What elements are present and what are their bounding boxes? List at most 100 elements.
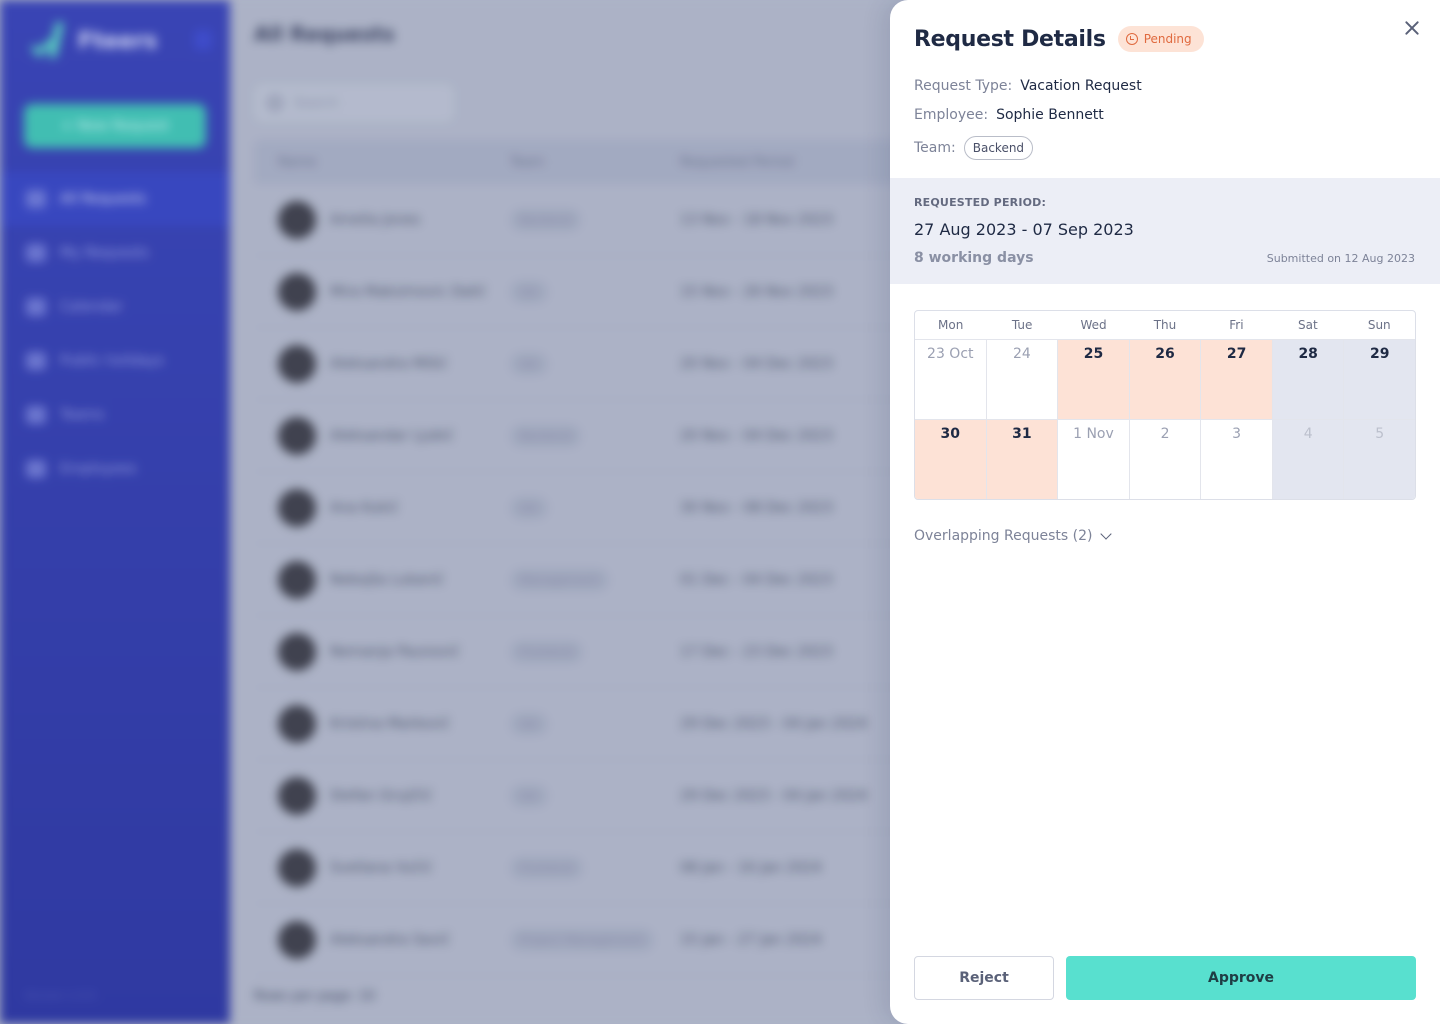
period-calendar: Mon Tue Wed Thu Fri Sat Sun 23 Oct 24 25 26 27 28 29… — [914, 310, 1416, 500]
sidebar-item-teams[interactable]: Teams — [0, 388, 230, 442]
reject-button[interactable]: Reject — [914, 956, 1054, 1000]
approve-button[interactable]: Approve — [1066, 956, 1416, 1000]
teams-icon — [26, 406, 46, 424]
avatar — [278, 704, 316, 743]
team-pill: QA — [510, 784, 548, 807]
weekday-label: Mon — [938, 318, 964, 332]
row-period: 20 Nov - 04 Dec 2023 — [680, 355, 833, 372]
sidebar-nav: All Requests My Requests Calendar Public… — [0, 172, 230, 496]
team-pill: Backend — [510, 208, 582, 231]
new-request-button[interactable]: + New Request — [24, 104, 206, 148]
sidebar-item-calendar[interactable]: Calendar — [0, 280, 230, 334]
row-team: Backend — [510, 424, 680, 447]
working-days: 8 working days — [914, 250, 1034, 266]
table-row[interactable]: Nebojša Lukanić Management 01 Dec - 04 Dec… — [254, 544, 934, 616]
row-name: Svetlana Vučić — [330, 859, 433, 876]
panel-header: Request Details Pending — [914, 26, 1204, 52]
sidebar-item-employees[interactable]: Employees — [0, 442, 230, 496]
requests-table: Name Team Requested Period Amelia Jones B… — [254, 140, 934, 976]
table-row[interactable]: Ana Kukić QA 30 Nov - 08 Dec 2023 — [254, 472, 934, 544]
period-range: 27 Aug 2023 - 07 Sep 2023 — [914, 220, 1134, 239]
avatar — [278, 344, 316, 383]
row-team: Project Management — [510, 928, 680, 951]
table-row[interactable]: Aleksandar Ljubić Backend 20 Nov - 04 Dec … — [254, 400, 934, 472]
team-tag: Backend — [963, 136, 1034, 160]
row-name: Kristina Marković — [330, 715, 450, 732]
row-period: 15 Jan - 27 Jan 2024 — [680, 931, 822, 948]
row-team: QA — [510, 496, 680, 519]
row-name: Stefan Grujičić — [330, 787, 433, 804]
table-row[interactable]: Stefan Grujičić QA 29 Dec 2023 - 04 Jan 20… — [254, 760, 934, 832]
table-header: Name Team Requested Period — [254, 140, 934, 184]
calendar-day: 24 — [986, 339, 1059, 419]
row-name: Aleksandra Savić — [330, 931, 450, 948]
period-label: REQUESTED PERIOD: — [914, 196, 1047, 209]
status-text: Pending — [1143, 32, 1192, 46]
avatar — [278, 416, 316, 455]
employee-row: Employee: Sophie Bennett — [914, 107, 1104, 123]
column-header-name[interactable]: Name — [278, 154, 317, 170]
row-team: QA — [510, 712, 680, 735]
overlapping-requests-label: Overlapping Requests (2) — [914, 528, 1093, 544]
avatar — [278, 488, 316, 527]
column-header-team[interactable]: Team — [510, 154, 545, 170]
close-icon[interactable] — [1402, 18, 1422, 38]
row-period: 20 Nov - 04 Dec 2023 — [680, 427, 833, 444]
request-details-panel: Request Details Pending Request Type: Va… — [890, 0, 1440, 1024]
search-input[interactable]: Search — [254, 84, 454, 122]
weekday-label: Fri — [1229, 318, 1244, 332]
row-team: QA — [510, 280, 680, 303]
table-row[interactable]: Kristina Marković QA 29 Dec 2023 - 04 Jan … — [254, 688, 934, 760]
row-name: Amelia Jones — [330, 211, 421, 228]
submitted-date: Submitted on 12 Aug 2023 — [1266, 252, 1415, 265]
overlapping-requests-toggle[interactable]: Overlapping Requests (2) — [914, 528, 1113, 544]
team-pill: Project Management — [510, 928, 654, 951]
row-period: 15 Nov - 26 Nov 2023 — [680, 283, 834, 300]
table-row[interactable]: Mira Maksimovic Dalić QA 15 Nov - 26 Nov 2… — [254, 256, 934, 328]
row-period: 01 Dec - 04 Dec 2023 — [680, 571, 833, 588]
app-logo: Fteers — [28, 22, 157, 60]
sidebar-item-public-holidays[interactable]: Public holidays — [0, 334, 230, 388]
rows-per-page[interactable]: Rows per page: 10 — [254, 989, 376, 1004]
row-team: QA — [510, 784, 680, 807]
table-row[interactable]: Aleksandra Savić Project Management 15 Jan… — [254, 904, 934, 976]
collapse-sidebar-button[interactable] — [194, 30, 212, 50]
table-row[interactable]: Nemanja Paunović Frontend 17 Dec - 23 Dec … — [254, 616, 934, 688]
employees-icon — [26, 460, 46, 478]
avatar — [278, 632, 316, 671]
table-row[interactable]: Svetlana Vučić Frontend 08 Jan - 16 Jan 20… — [254, 832, 934, 904]
weekday-label: Tue — [1011, 318, 1033, 332]
calendar-day: 27 — [1201, 339, 1273, 419]
sidebar: Fteers + New Request All Requests My Req… — [0, 0, 230, 1024]
table-row[interactable]: Aleksandra Mišić QA 20 Nov - 04 Dec 2023 — [254, 328, 934, 400]
status-badge: Pending — [1117, 26, 1204, 52]
request-type-value: Vacation Request — [1020, 78, 1142, 94]
team-pill: QA — [510, 496, 548, 519]
row-name: Ana Kukić — [330, 499, 399, 516]
calendar-day: 1 Nov — [1058, 419, 1130, 499]
requested-period-box: REQUESTED PERIOD: 27 Aug 2023 - 07 Sep 2… — [890, 178, 1440, 284]
sidebar-item-my-requests[interactable]: My Requests — [0, 226, 230, 280]
row-name: Nemanja Paunović — [330, 643, 460, 660]
calendar-day: 23 Oct — [915, 339, 987, 419]
row-name: Nebojša Lukanić — [330, 571, 445, 588]
team-pill: Frontend — [510, 856, 583, 879]
avatar — [278, 920, 316, 959]
version-label: Version 1.0.0 — [24, 989, 96, 1002]
column-header-period[interactable]: Requested Period — [680, 154, 794, 170]
row-period: 29 Dec 2023 - 04 Jan 2024 — [680, 787, 868, 804]
row-period: 13 Nov - 18 Nov 2023 — [680, 211, 834, 228]
row-period: 29 Dec 2023 - 04 Jan 2024 — [680, 715, 868, 732]
avatar — [278, 560, 316, 599]
employee-value: Sophie Bennett — [996, 107, 1104, 123]
calendar-day: 5 — [1344, 419, 1415, 499]
panel-title: Request Details — [914, 26, 1106, 52]
row-team: Backend — [510, 208, 680, 231]
app-name: Fteers — [78, 28, 158, 54]
calendar-week: 30 31 1 Nov 2 3 4 5 — [915, 419, 1415, 499]
weekday-label: Thu — [1153, 318, 1177, 332]
table-row[interactable]: Amelia Jones Backend 13 Nov - 18 Nov 2023 — [254, 184, 934, 256]
calendar-day: 2 — [1129, 419, 1202, 499]
avatar — [278, 848, 316, 887]
sidebar-item-all-requests[interactable]: All Requests — [0, 172, 230, 226]
